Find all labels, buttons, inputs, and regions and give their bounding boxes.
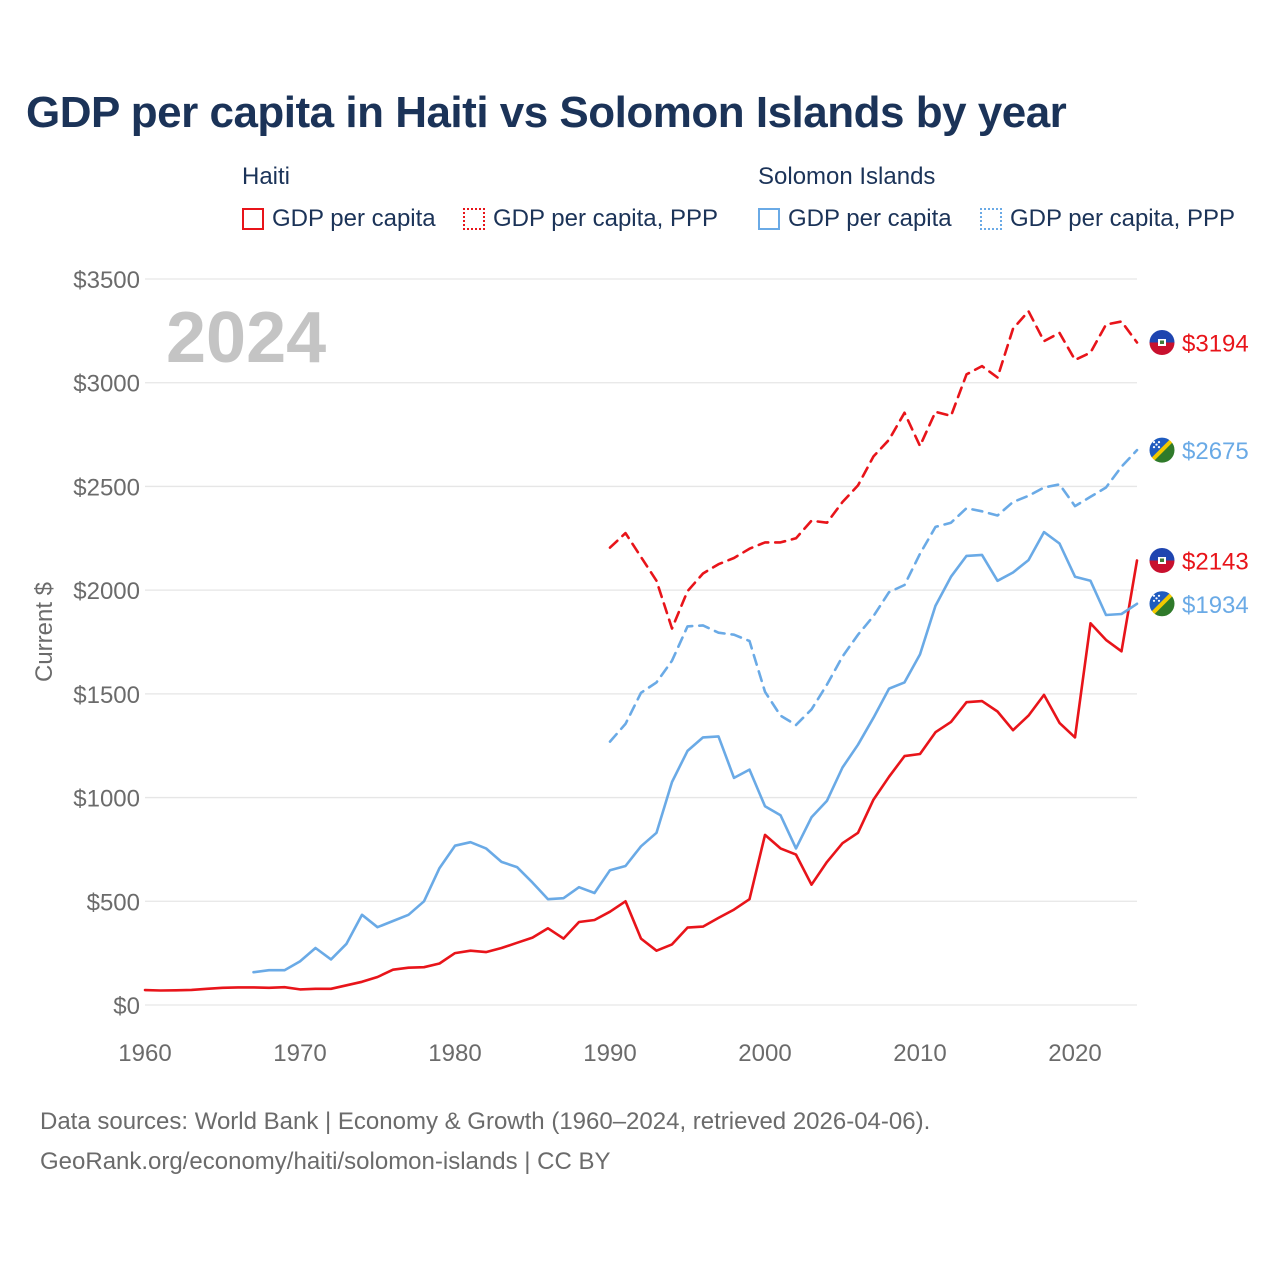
solomon-islands-flag-icon [1148,436,1176,464]
y-tick-label: $1500 [73,682,140,709]
chart-title: GDP per capita in Haiti vs Solomon Islan… [26,88,1067,137]
y-tick-label: $3000 [73,371,140,398]
end-label-layer: $2143 $3194 $1934 $2675 [1148,329,1249,619]
end-value-label: $1934 [1182,592,1249,619]
x-tick-label: 2010 [893,1040,946,1067]
legend-group-haiti: Haiti [242,163,291,190]
x-tick-label: 1980 [428,1040,481,1067]
legend-group-solomon: Solomon Islands [758,163,936,190]
x-tick-label: 2020 [1048,1040,1101,1067]
grid-layer [145,278,1137,1006]
legend-item-solomon-ppp[interactable]: GDP per capita, PPP [980,205,1235,233]
y-tick-label: $2500 [73,474,140,501]
haiti-flag-icon [1148,329,1176,356]
x-tick-label: 1990 [583,1040,636,1067]
legend-label-solomon-ppp: GDP per capita, PPP [1010,205,1235,232]
legend-swatch-solomon-gdp [758,208,780,230]
series-line-solomon-islands-gdp-per-capita-ppp [608,448,1139,743]
legend-label-solomon-gdp: GDP per capita [788,205,952,232]
series-line-haiti-gdp-per-capita-ppp [608,309,1139,630]
year-watermark: 2024 [166,298,326,378]
y-tick-label: $1000 [73,786,140,813]
legend-item-solomon-gdp[interactable]: GDP per capita [758,205,952,233]
line-chart: $0 $500 $1000 $1500 $2000 $2500 $3000 $3500 1960… [31,267,1249,1067]
y-axis-label: Current $ [31,582,58,682]
end-value-label: $3194 [1182,330,1249,357]
legend-swatch-haiti-gdp [242,208,264,230]
footer-url: GeoRank.org/economy/haiti/solomon-island… [40,1148,611,1175]
end-value-label: $2675 [1182,438,1249,465]
series-line-solomon-islands-gdp-per-capita [252,530,1139,974]
legend-swatch-haiti-ppp [463,208,485,230]
series-layer [143,309,1139,992]
y-tick-label: $3500 [73,267,140,294]
footer-source: Data sources: World Bank | Economy & Gro… [40,1108,931,1135]
y-tick-label: $0 [113,993,140,1020]
x-tick-label: 2000 [738,1040,791,1067]
x-tick-label: 1960 [118,1040,171,1067]
legend-item-haiti-ppp[interactable]: GDP per capita, PPP [463,205,718,233]
solomon-islands-flag-icon [1148,590,1176,618]
haiti-flag-icon [1148,547,1176,574]
axis-layer: $0 $500 $1000 $1500 $2000 $2500 $3000 $3500 1960… [31,267,1102,1067]
legend-item-haiti-gdp[interactable]: GDP per capita [242,205,436,233]
x-tick-label: 1970 [273,1040,326,1067]
y-tick-label: $500 [87,889,140,916]
end-value-label: $2143 [1182,548,1249,575]
series-line-haiti-gdp-per-capita [143,559,1139,992]
legend-label-haiti-ppp: GDP per capita, PPP [493,205,718,232]
legend-swatch-solomon-ppp [980,208,1002,230]
y-tick-label: $2000 [73,578,140,605]
legend-label-haiti-gdp: GDP per capita [272,205,436,232]
